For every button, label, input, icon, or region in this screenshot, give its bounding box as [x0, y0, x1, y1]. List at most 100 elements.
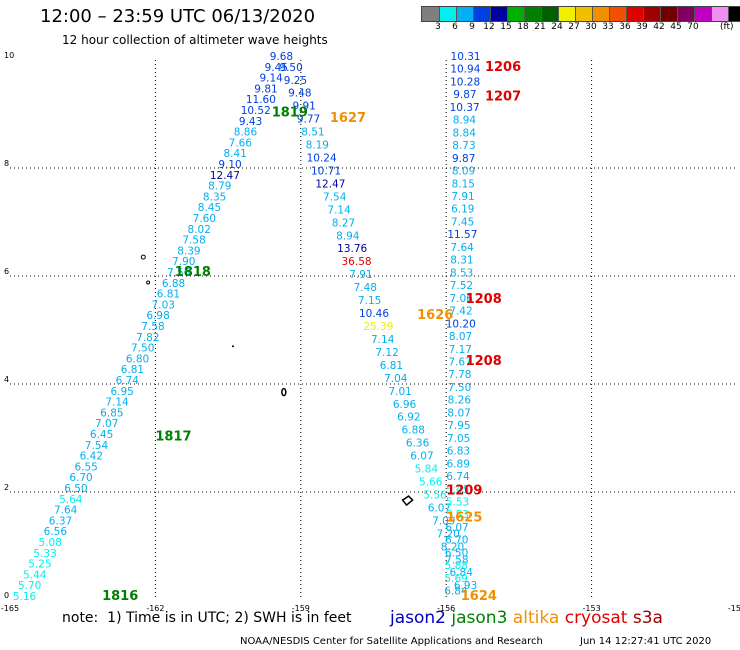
color-swatch [609, 7, 626, 21]
wave-height-value: 9.43 [239, 116, 262, 128]
wave-height-value: 6.37 [49, 515, 72, 527]
wave-height-value: 6.07 [428, 502, 451, 514]
wave-height-value: 6.42 [80, 451, 103, 463]
pass-time-label: 1208 [466, 354, 502, 369]
wave-height-value: 7.06 [450, 293, 474, 305]
wave-height-value: 8.35 [203, 191, 226, 203]
wave-height-value: 6.83 [447, 446, 470, 458]
wave-height-value: 8.20 [441, 541, 464, 553]
wave-height-value: 7.48 [354, 282, 377, 294]
wave-height-value: 7.54 [323, 191, 347, 203]
color-swatch [626, 7, 643, 21]
wave-height-value: 5.69 [444, 573, 467, 585]
pass-time-label: 1208 [466, 292, 502, 307]
wave-height-value: 7.82 [136, 332, 159, 344]
wave-height-value: 10.37 [450, 102, 480, 114]
wave-height-value: 8.07 [447, 407, 470, 419]
wave-height-value: 6.98 [146, 310, 169, 322]
wave-height-value: 7.90 [172, 256, 195, 268]
wave-height-value: 12.47 [315, 178, 345, 190]
y-tick-label: 10 [4, 51, 14, 60]
map-title: 12:00 – 23:59 UTC 06/13/2020 [40, 6, 316, 27]
wave-height-value: 6.81 [157, 289, 180, 301]
wave-height-value: 9.87 [453, 89, 476, 101]
satellite-legend: jason2 jason3 altika cryosat s3a [390, 608, 663, 628]
y-tick-label: 2 [4, 483, 9, 492]
wave-height-value: 36.58 [342, 256, 372, 268]
pass-time-label: 1816 [102, 589, 138, 604]
wave-height-value: 6.93 [454, 580, 477, 592]
wave-height-value: 6.85 [100, 407, 123, 419]
island-marker [401, 495, 414, 507]
legend-note: note: 1) Time is in UTC; 2) SWH is in fe… [62, 610, 351, 626]
wave-height-value: 7.91 [349, 269, 372, 281]
color-swatch [422, 7, 439, 21]
wave-height-value: 9.45 [265, 62, 288, 74]
wave-height-value: 5.64 [59, 494, 83, 506]
x-tick-label: -153 [583, 604, 601, 613]
color-swatch [490, 7, 507, 21]
note-text: note: 1) Time is in UTC; 2) SWH is in fe… [62, 610, 352, 626]
wave-height-value: 13.76 [337, 243, 367, 255]
wave-height-value: 7.20 [436, 528, 459, 540]
color-scale-label: 45 [670, 22, 682, 32]
wave-height-value: 5.66 [419, 477, 443, 489]
color-swatch [592, 7, 609, 21]
y-tick-label: 6 [4, 267, 9, 276]
color-swatch [677, 7, 694, 21]
wave-height-value: 7.60 [193, 213, 216, 225]
color-scale-label: 36 [619, 22, 631, 32]
island-marker [140, 254, 146, 260]
wave-height-value: 5.44 [23, 569, 47, 581]
color-swatch [473, 7, 490, 21]
wave-height-value: 7.04 [384, 373, 408, 385]
wave-height-value: 9.77 [297, 114, 320, 126]
wave-height-value: 8.84 [453, 127, 477, 139]
wave-height-value: 7.45 [451, 216, 474, 228]
island-marker [281, 387, 287, 397]
wave-height-value: 10.52 [241, 105, 271, 117]
color-scale-label: 21 [534, 22, 546, 32]
wave-height-value: 6.70 [69, 472, 92, 484]
color-swatch [643, 7, 660, 21]
wave-height-value: 5.88 [445, 560, 468, 572]
satellite-altika: altika [507, 608, 560, 628]
timestamp-text: Jun 14 12:27:41 UTC 2020 [580, 636, 712, 647]
wave-height-value: 8.86 [234, 127, 258, 139]
wave-height-value: 7.07 [95, 418, 118, 430]
pass-time-label: 1626 [417, 308, 453, 323]
satellite-jason2: jason2 [390, 608, 446, 628]
wave-height-value: 7.12 [375, 347, 398, 359]
wave-height-value: 9.68 [270, 51, 293, 63]
color-scale-label: 6 [452, 22, 458, 32]
color-scale-label: 42 [653, 22, 665, 32]
wave-height-value: 5.25 [28, 559, 51, 571]
y-tick-label: 4 [4, 375, 9, 384]
wave-height-value: 6.92 [397, 412, 420, 424]
wave-height-value: 7.03 [152, 299, 175, 311]
pass-time-label: 1819 [272, 106, 308, 121]
wave-height-value: 7.56 [167, 267, 191, 279]
wave-height-value: 5.84 [415, 464, 439, 476]
wave-height-value: 7.58 [182, 235, 205, 247]
color-swatch [558, 7, 575, 21]
wave-height-value: 8.19 [306, 140, 329, 152]
pass-time-label: 1207 [485, 90, 521, 105]
wave-height-value: 7.17 [449, 344, 472, 356]
credit-text: NOAA/NESDIS Center for Satellite Applica… [240, 636, 543, 647]
wave-height-value: 7.05 [447, 433, 470, 445]
wave-height-value: 7.15 [358, 295, 381, 307]
wave-height-value: 6.07 [445, 522, 468, 534]
color-swatch [728, 7, 740, 21]
color-swatch [439, 7, 456, 21]
wave-height-value: 5.56 [423, 489, 447, 501]
wave-height-value: 6.81 [121, 364, 144, 376]
wave-height-value: 7.64 [54, 505, 78, 517]
wave-height-value: 10.71 [311, 165, 341, 177]
wave-height-value: 7.01 [388, 386, 411, 398]
x-tick-label: -165 [1, 604, 19, 613]
color-swatch [507, 7, 524, 21]
wave-height-value: 8.07 [449, 331, 472, 343]
wave-height-value: 5.16 [13, 591, 37, 603]
